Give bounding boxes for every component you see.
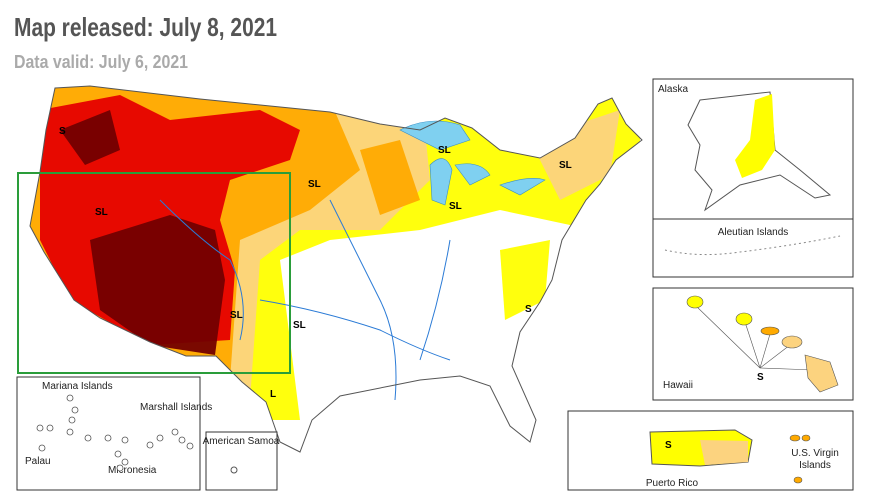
map-label: SL [438,145,451,156]
inset-label: Mariana Islands [42,381,113,392]
great-lake [399,120,471,151]
map-label: L [270,389,276,400]
inset-label: Aleutian Islands [718,227,789,238]
inset-label-line: U.S. Virgin [791,448,839,459]
inset-label: Alaska [658,84,688,95]
atoll [121,436,129,444]
atoll [84,434,92,442]
hawaii-islands [686,295,839,393]
atoll [36,424,44,432]
river [329,199,397,401]
atoll [46,424,54,432]
inset-label-line: Islands [799,460,831,471]
map-label: SL [230,310,243,321]
map-label: S [525,304,532,315]
puerto-rico-drought [700,440,748,465]
map-label: SL [308,179,321,190]
aleutian-chain [664,235,841,256]
atoll [68,416,76,424]
great-lake [454,163,491,186]
inset-label: Marshall Islands [140,402,212,413]
us-outline [29,85,643,453]
map-label: SL [449,201,462,212]
map-labels: S SL SL SL SL SL SL S SL L [59,126,572,400]
atoll [146,441,154,449]
atoll [38,444,46,452]
virgin-islands [789,434,811,484]
map-label: S [757,372,764,383]
atoll [178,436,186,444]
highlight-box [17,172,291,374]
inset-label: Puerto Rico [646,478,699,489]
atoll [156,434,164,442]
atoll [66,394,74,402]
atoll [121,458,129,466]
pacific-inset [16,376,201,491]
alaska-drought [735,94,775,178]
atoll [71,406,79,414]
inset-label: Hawaii [663,380,693,391]
map-label: SL [559,160,572,171]
samoa-island [230,466,238,474]
drought-area [90,215,225,355]
map-label: SL [293,320,306,331]
drought-area [360,140,420,215]
drought-area [60,110,120,165]
atoll [186,442,194,450]
inset-label: American Samoa [203,436,280,447]
inset-label: U.S. Virgin Islands [791,448,839,471]
subtitle: Data valid: July 6, 2021 [14,52,188,72]
drought-area [500,240,550,320]
atoll [116,464,124,472]
great-lake [499,178,546,196]
great-lake [429,158,453,206]
pacific-atolls [36,394,194,472]
title: Map released: July 8, 2021 [14,12,277,42]
river [159,199,244,341]
map-label: S [665,440,672,451]
drought-areas [30,86,640,420]
atoll [66,428,74,436]
contiguous-us [29,85,643,453]
hawaii-leaders [694,304,816,371]
atoll [114,450,122,458]
samoa-inset [205,431,278,491]
atoll [171,428,179,436]
map-label: SL [95,207,108,218]
inset-label: Palau [25,456,51,467]
aleutian-inset [652,218,854,278]
river [419,239,451,361]
map-label: S [59,126,66,137]
atoll [104,434,112,442]
river [259,299,451,361]
inset-label: Micronesia [108,465,157,476]
